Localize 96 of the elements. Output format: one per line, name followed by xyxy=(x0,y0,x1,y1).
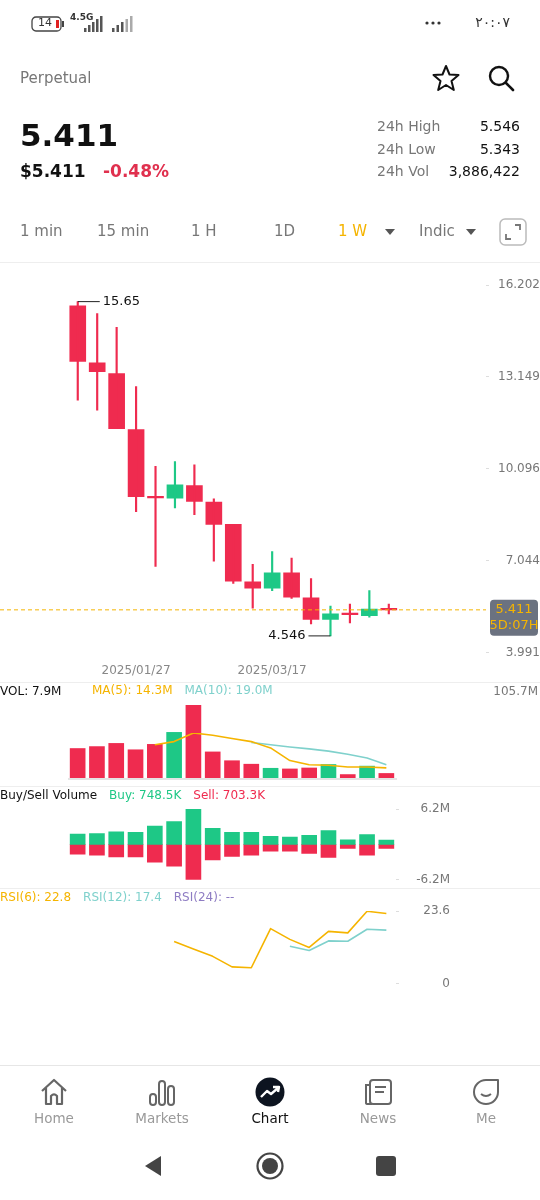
x-tick-label: 2025/01/27 xyxy=(101,662,171,677)
text: 1 min xyxy=(20,222,63,240)
y-tick-label: 16.202 xyxy=(498,277,540,292)
bar xyxy=(224,844,240,857)
text: Indic xyxy=(419,222,455,240)
series-label: Buy: 748.5K xyxy=(109,788,182,802)
text: RSI(12): 17.4 xyxy=(83,890,162,904)
text: 5.546 xyxy=(479,118,520,134)
bar xyxy=(89,844,105,856)
bar xyxy=(204,828,221,845)
bar xyxy=(89,746,105,779)
legend-label: RSI(24): -- xyxy=(173,890,235,904)
bar xyxy=(166,732,182,779)
text: 5D:07H xyxy=(489,617,539,633)
text: 24h Low xyxy=(377,141,436,157)
text: 5.343 xyxy=(479,141,520,157)
candlestick xyxy=(244,564,262,609)
bar xyxy=(89,833,105,845)
bar xyxy=(359,844,375,856)
candlestick xyxy=(88,313,106,411)
bar xyxy=(301,767,318,779)
y-tick-label: 23.6 xyxy=(423,903,450,918)
candlestick xyxy=(322,605,339,637)
text: 1D xyxy=(274,222,296,240)
bar xyxy=(204,751,221,779)
y-tick-label: -6.2M xyxy=(416,871,450,886)
bar xyxy=(127,749,144,779)
text: -0.48% xyxy=(103,161,170,181)
text: Chart xyxy=(250,1110,290,1126)
bar xyxy=(166,821,182,845)
bar xyxy=(339,839,356,845)
bar xyxy=(204,844,221,861)
y-tick-label: 0 xyxy=(442,975,450,990)
bar xyxy=(262,836,279,845)
bar xyxy=(127,832,144,845)
text: ٢٠:٠٧ xyxy=(475,14,510,30)
x-tick-label: 2025/03/17 xyxy=(237,662,307,677)
bar xyxy=(69,833,86,845)
bar xyxy=(243,832,260,845)
text: 4.5G xyxy=(70,12,94,22)
candlestick xyxy=(108,326,125,429)
bar xyxy=(320,830,337,845)
y-tick-label: 7.044 xyxy=(505,552,540,567)
candlestick xyxy=(224,524,242,584)
bar xyxy=(224,760,240,779)
text: VOL: 7.9M xyxy=(0,684,62,698)
ref-line-label: 5.411 xyxy=(495,601,533,617)
text: 14 xyxy=(38,16,52,29)
bar xyxy=(108,844,125,858)
text: Markets xyxy=(134,1110,190,1126)
y-tick-label: 13.149 xyxy=(498,369,540,384)
text: News xyxy=(358,1110,398,1126)
annotation: 15.65 xyxy=(102,292,140,308)
candlestick xyxy=(186,464,203,516)
text: RSI(6): 22.8 xyxy=(0,890,72,904)
bar xyxy=(185,705,202,779)
bar xyxy=(282,836,298,845)
y-tick-label: 6.2M xyxy=(420,801,450,816)
bar xyxy=(243,763,260,779)
bar xyxy=(320,844,337,858)
bar xyxy=(166,844,182,867)
bar xyxy=(185,844,202,880)
bar xyxy=(282,844,298,852)
bar xyxy=(146,744,163,779)
text: Sell: 703.3K xyxy=(193,788,266,802)
text: 3,886,422 xyxy=(448,163,520,179)
text: $5.411 xyxy=(20,161,86,181)
text: Me xyxy=(475,1110,497,1126)
y-tick-label: 3.991 xyxy=(505,644,540,659)
text: 105.7M xyxy=(493,684,538,698)
bar xyxy=(301,834,318,845)
text: Perpetual xyxy=(20,69,92,87)
annotation: 4.546 xyxy=(268,627,306,643)
text: Home xyxy=(33,1110,75,1126)
bar xyxy=(359,834,375,845)
bar xyxy=(69,748,86,779)
text: 5.411 xyxy=(20,117,119,153)
text: 24h Vol xyxy=(377,163,430,179)
bar xyxy=(378,839,395,845)
text: MA(5): 14.3M xyxy=(92,683,173,697)
text: 15 min xyxy=(97,222,150,240)
bar xyxy=(146,844,163,863)
bar xyxy=(108,743,125,779)
candlestick xyxy=(283,557,300,599)
chart-title: Buy/Sell Volume xyxy=(0,788,98,802)
bar xyxy=(185,809,202,845)
bar xyxy=(146,825,163,845)
bar xyxy=(301,844,318,854)
text: 1 H xyxy=(191,222,217,240)
y-tick-label: 10.096 xyxy=(498,460,540,475)
bar xyxy=(108,831,125,845)
bar xyxy=(243,844,260,856)
text: 1 W xyxy=(338,222,368,240)
bar xyxy=(224,832,240,845)
text: MA(10): 19.0M xyxy=(184,683,273,697)
text: 24h High xyxy=(377,118,441,134)
